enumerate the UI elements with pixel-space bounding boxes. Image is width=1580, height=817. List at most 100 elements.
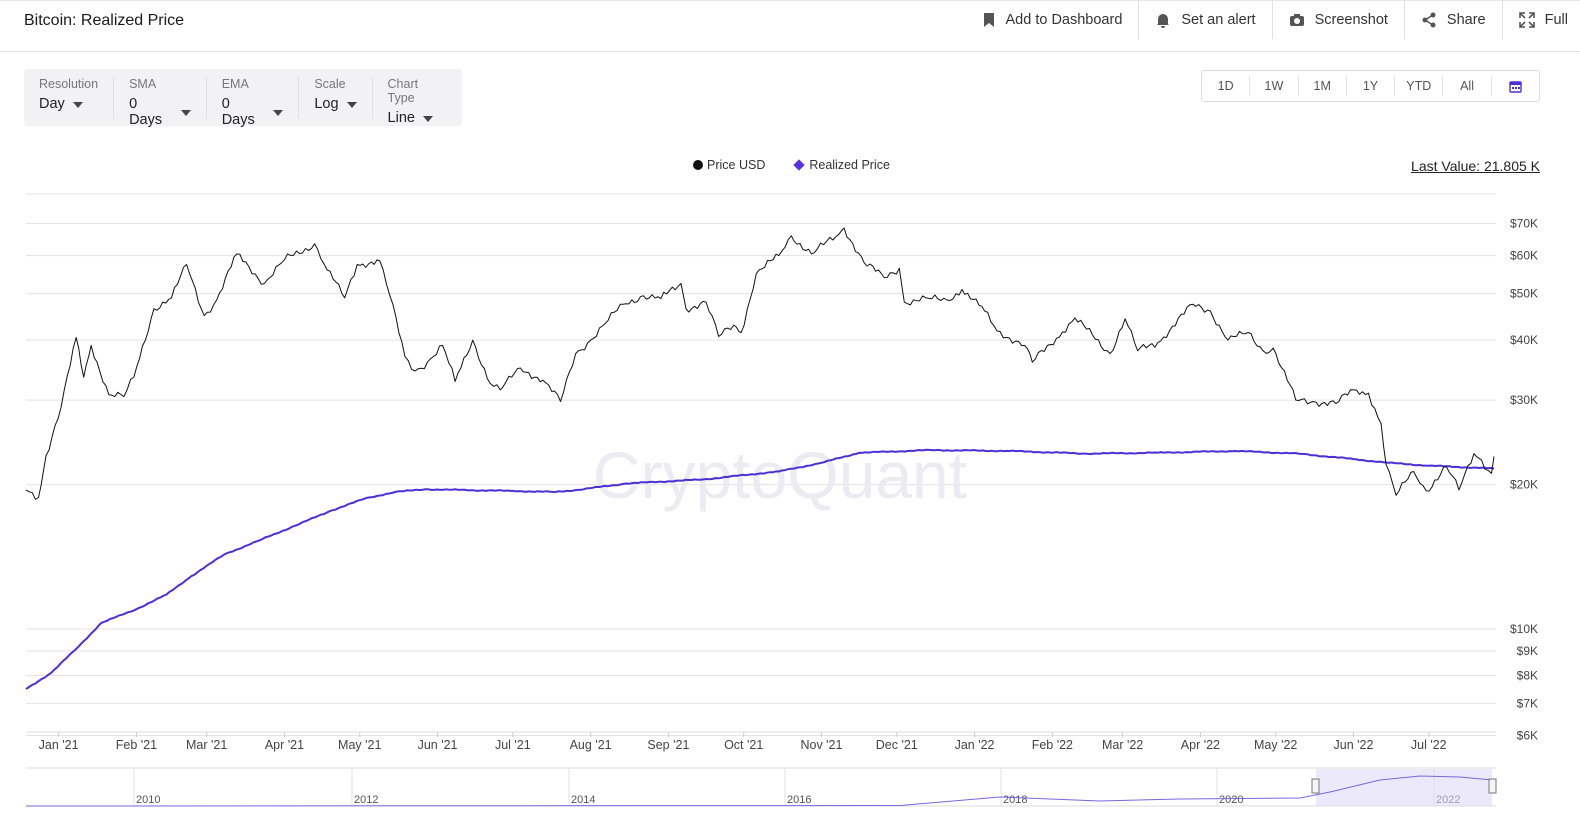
chart-series	[25, 227, 1495, 690]
last-value-link[interactable]: Last Value: 21.805 K	[1411, 158, 1540, 174]
series-line-price-usd	[25, 227, 1495, 500]
resolution-label: Resolution	[39, 77, 99, 91]
navigator[interactable]: 2010201220142016201820202022	[25, 767, 1497, 807]
add-to-dashboard-button[interactable]: Add to Dashboard	[966, 1, 1140, 39]
ema-label: EMA	[221, 77, 249, 91]
x-tick-label: Jul '22	[1411, 738, 1447, 752]
sma-value: 0 Days	[129, 96, 163, 128]
y-tick-label: $60K	[1510, 249, 1538, 263]
navigator-year-label: 2020	[1219, 794, 1243, 806]
navigator-selection	[1316, 769, 1492, 806]
x-tick-label: Jan '21	[39, 738, 79, 752]
resolution-select[interactable]: Resolution Day	[24, 77, 115, 119]
chart-type-value: Line	[387, 110, 415, 126]
chevron-down-icon	[72, 102, 83, 108]
chart-type-label: Chart Type	[387, 77, 419, 105]
scale-select[interactable]: Scale Log	[299, 77, 373, 119]
y-tick-label: $6K	[1517, 728, 1538, 742]
fullscreen-icon	[1518, 12, 1535, 28]
scale-label: Scale	[314, 77, 346, 91]
series-line-realized-price	[25, 448, 1495, 690]
y-tick-label: $7K	[1517, 696, 1538, 710]
x-tick-label: Jun '21	[418, 738, 458, 752]
share-icon	[1422, 12, 1436, 28]
header-actions: Add to Dashboard Set an alert Screenshot…	[966, 1, 1580, 39]
header-bar: Bitcoin: Realized Price Add to Dashboard…	[0, 0, 1580, 52]
y-tick-label: $9K	[1517, 644, 1538, 658]
x-tick-label: Feb '22	[1032, 738, 1073, 752]
chart-controls: Resolution Day SMA 0 Days EMA 0 Days Sca…	[24, 69, 462, 128]
y-tick-label: $8K	[1517, 669, 1538, 683]
sma-label: SMA	[129, 77, 157, 91]
range-1y-button[interactable]: 1Y	[1347, 76, 1396, 96]
price-chart: CryptoQuant $70K $60K $50K $40K $30K $20K $10K…	[25, 193, 1538, 807]
circle-icon	[693, 160, 703, 170]
y-tick-label: $10K	[1510, 622, 1538, 636]
x-tick-label: Nov '21	[800, 738, 842, 752]
x-tick-label: Feb '21	[116, 738, 157, 752]
chart-legend: Price USD Realized Price	[693, 158, 920, 172]
legend-item-realized[interactable]: Realized Price	[793, 158, 890, 172]
legend-item-price[interactable]: Price USD	[693, 158, 765, 172]
set-alert-label: Set an alert	[1181, 12, 1256, 28]
navigator-year-label: 2010	[136, 794, 160, 806]
y-axis-labels: $70K $60K $50K $40K $30K $20K $10K $9K $8K $7K $6K	[1510, 217, 1538, 743]
x-tick-label: Oct '21	[724, 738, 763, 752]
calendar-icon	[1509, 80, 1522, 93]
ema-select[interactable]: EMA 0 Days	[207, 77, 300, 128]
navigator-year-label: 2016	[787, 794, 811, 806]
fullscreen-button[interactable]: Full	[1503, 1, 1580, 39]
x-tick-label: May '22	[1254, 738, 1297, 752]
chevron-down-icon	[422, 116, 433, 122]
chart-gridlines	[26, 193, 1496, 736]
x-tick-label: Dec '21	[876, 738, 918, 752]
chevron-down-icon	[180, 110, 191, 116]
chart-area: CryptoQuant $70K $60K $50K $40K $30K $20K $10K…	[0, 180, 1580, 817]
navigator-handle-left	[1311, 778, 1320, 794]
range-1w-button[interactable]: 1W	[1250, 76, 1299, 96]
sma-select[interactable]: SMA 0 Days	[114, 77, 207, 128]
ema-value: 0 Days	[221, 96, 255, 128]
x-tick-label: Apr '21	[265, 738, 304, 752]
chart-type-select[interactable]: Chart Type Line	[373, 77, 462, 126]
navigator-year-label: 2018	[1003, 794, 1027, 806]
navigator-year-label: 2014	[571, 794, 595, 806]
add-to-dashboard-label: Add to Dashboard	[1005, 12, 1123, 28]
x-axis-labels: Jan '21 Feb '21 Mar '21 Apr '21 May '21 Jun '…	[26, 731, 1496, 752]
fullscreen-label: Full	[1544, 12, 1568, 28]
legend-realized-label: Realized Price	[809, 158, 890, 172]
calendar-button[interactable]	[1492, 80, 1539, 93]
x-tick-label: Jan '22	[955, 738, 995, 752]
x-tick-label: Aug '21	[570, 738, 612, 752]
range-ytd-button[interactable]: YTD	[1395, 76, 1444, 96]
y-tick-label: $50K	[1510, 287, 1538, 301]
share-label: Share	[1446, 12, 1486, 28]
watermark-text: CryptoQuant	[593, 438, 967, 512]
set-alert-button[interactable]: Set an alert	[1139, 1, 1273, 39]
bell-icon	[1157, 14, 1170, 28]
share-button[interactable]: Share	[1405, 1, 1503, 39]
y-tick-label: $20K	[1510, 478, 1538, 492]
scale-value: Log	[314, 96, 339, 112]
range-1d-button[interactable]: 1D	[1202, 76, 1251, 96]
legend-price-label: Price USD	[707, 158, 766, 172]
x-tick-label: Jul '21	[495, 738, 531, 752]
range-1m-button[interactable]: 1M	[1299, 76, 1347, 96]
resolution-value: Day	[39, 96, 65, 112]
range-all-button[interactable]: All	[1443, 76, 1492, 96]
y-tick-label: $30K	[1510, 393, 1538, 407]
navigator-handle-right	[1488, 778, 1497, 794]
screenshot-button[interactable]: Screenshot	[1273, 1, 1405, 39]
camera-icon	[1289, 14, 1304, 26]
x-tick-label: May '21	[338, 738, 381, 752]
range-selector: 1D 1W 1M 1Y YTD All	[1201, 70, 1540, 102]
diamond-icon	[793, 159, 806, 171]
chevron-down-icon	[346, 102, 357, 108]
navigator-series-line	[25, 775, 1493, 807]
chevron-down-icon	[273, 110, 284, 116]
x-tick-label: Sep '21	[647, 738, 689, 752]
y-tick-label: $70K	[1510, 217, 1538, 231]
x-tick-label: Jun '22	[1334, 738, 1374, 752]
screenshot-label: Screenshot	[1314, 12, 1388, 28]
bookmark-icon	[983, 13, 994, 27]
